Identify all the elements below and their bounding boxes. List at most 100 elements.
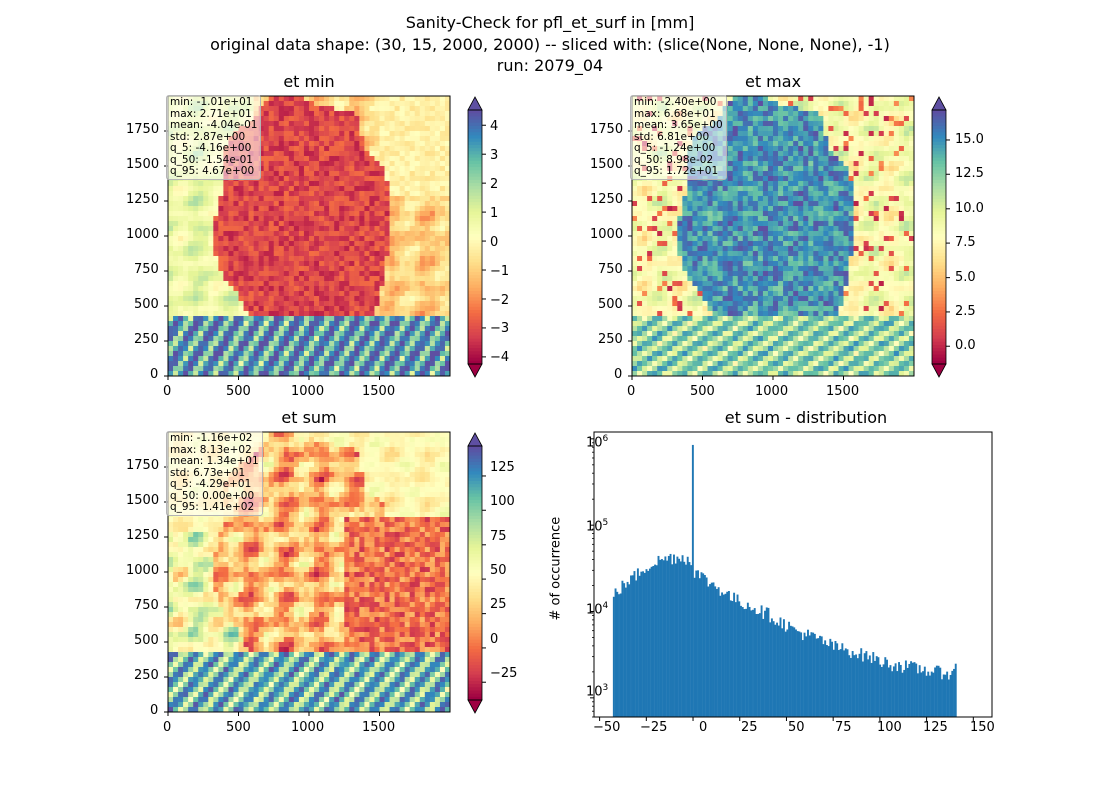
heatmap-cell [712, 256, 718, 262]
heatmap-cell [424, 211, 431, 217]
heatmap-cell [783, 196, 789, 202]
heatmap-cell [399, 331, 405, 337]
heatmap-cell [773, 131, 779, 137]
heatmap-cell [324, 201, 330, 207]
heatmap-cell [747, 286, 754, 292]
heatmap-cell [793, 291, 799, 297]
heatmap-cell [303, 201, 310, 207]
heatmap-cell [394, 191, 400, 197]
heatmap-cell [439, 181, 446, 187]
heatmap-cell [374, 216, 380, 222]
heatmap-cell [248, 356, 254, 362]
heatmap-cell [399, 246, 405, 252]
heatmap-cell [732, 196, 739, 202]
heatmap-cell [652, 346, 658, 352]
heatmap-cell [657, 301, 663, 307]
heatmap-cell [778, 371, 784, 377]
heatmap-cell [757, 126, 764, 132]
heatmap-cell [203, 366, 209, 372]
heatmap-cell [344, 346, 350, 352]
heatmap-cell [273, 216, 280, 222]
heatmap-cell [238, 271, 244, 277]
heatmap-cell [793, 236, 799, 242]
heatmap-cell [424, 241, 431, 247]
heatmap-cell [203, 261, 209, 267]
heatmap-cell [258, 241, 264, 247]
heatmap-cell [762, 116, 769, 122]
heatmap-cell [727, 246, 734, 252]
heatmap-cell [762, 261, 769, 267]
heatmap-cell [752, 166, 759, 172]
heatmap-cell [283, 276, 290, 282]
heatmap-cell [444, 346, 451, 352]
heatmap-cell [183, 236, 189, 242]
heatmap-cell [238, 291, 244, 297]
heatmap-cell [293, 181, 300, 187]
heatmap-cell [384, 236, 390, 242]
heatmap-cell [672, 306, 678, 312]
heatmap-cell [193, 256, 199, 262]
heatmap-cell [344, 361, 350, 367]
heatmap-cell [752, 96, 759, 102]
heatmap-cell [319, 201, 325, 207]
heatmap-cell [303, 296, 310, 302]
heatmap-cell [742, 96, 749, 102]
heatmap-cell [788, 171, 794, 177]
heatmap-cell [218, 346, 224, 352]
heatmap-cell [439, 96, 446, 102]
heatmap-cell [747, 96, 754, 102]
heatmap-cell [253, 336, 259, 342]
heatmap-cell [762, 326, 769, 332]
heatmap-cell [354, 211, 360, 217]
heatmap-cell [324, 216, 330, 222]
heatmap-cell [359, 306, 365, 312]
heatmap-cell [359, 336, 365, 342]
heatmap-cell [354, 101, 360, 107]
heatmap-cell [168, 256, 174, 262]
heatmap-cell [303, 356, 310, 362]
heatmap-cell [424, 366, 431, 372]
heatmap-cell [268, 346, 275, 352]
heatmap-cell [384, 301, 390, 307]
heatmap-cell [233, 211, 239, 217]
heatmap-cell [647, 196, 653, 202]
heatmap-cell [389, 211, 395, 217]
heatmap-cell [344, 216, 350, 222]
heatmap-cell [773, 291, 779, 297]
heatmap-cell [767, 136, 774, 142]
heatmap-cell [722, 211, 728, 217]
heatmap-cell [687, 321, 693, 327]
heatmap-cell [278, 366, 285, 372]
heatmap-cell [344, 301, 350, 307]
heatmap-cell [288, 366, 295, 372]
heatmap-cell [349, 366, 355, 372]
heatmap-cell [223, 206, 229, 212]
heatmap-cell [702, 341, 708, 347]
heatmap-cell [652, 241, 658, 247]
heatmap-cell [228, 326, 234, 332]
heatmap-cell [434, 276, 441, 282]
heatmap-cell [354, 306, 360, 312]
heatmap-cell [409, 266, 416, 272]
heatmap-cell [788, 131, 794, 137]
heatmap-cell [439, 256, 446, 262]
heatmap-cell [344, 286, 350, 292]
heatmap-cell [188, 371, 194, 377]
heatmap-cell [778, 301, 784, 307]
heatmap-cell [253, 286, 259, 292]
heatmap-cell [173, 371, 179, 377]
heatmap-cell [737, 121, 744, 127]
heatmap-cell [409, 301, 416, 307]
heatmap-cell [233, 256, 239, 262]
heatmap-cell [208, 316, 214, 322]
heatmap-cell [344, 326, 350, 332]
heatmap-cell [762, 346, 769, 352]
heatmap-cell [228, 361, 234, 367]
heatmap-cell [329, 341, 335, 347]
heatmap-cell [319, 241, 325, 247]
heatmap-cell [762, 271, 769, 277]
heatmap-cell [238, 311, 244, 317]
heatmap-cell [712, 296, 718, 302]
heatmap-cell [667, 221, 673, 227]
heatmap-cell [178, 261, 184, 267]
